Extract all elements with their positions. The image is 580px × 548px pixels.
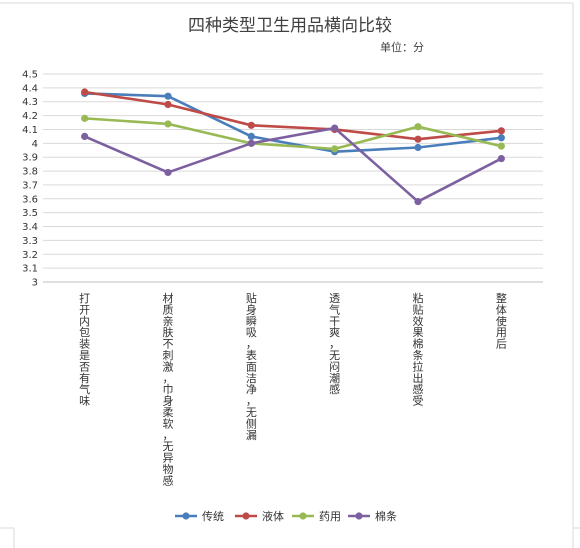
- x-category-label: 贴身瞬吸，表面洁净，无侧漏: [246, 291, 257, 442]
- x-category-text: 透气干爽，无闷潮感: [329, 292, 340, 396]
- legend: 传统 液体 药用 棉条: [175, 509, 397, 523]
- data-point: [497, 142, 505, 150]
- data-point: [497, 134, 505, 142]
- y-tick-label: 3.4: [22, 222, 38, 233]
- x-category-label: 打开内包装是否有气味: [79, 291, 90, 408]
- legend-label: 传统: [202, 510, 224, 523]
- chart-unit-label: 单位：分: [380, 40, 424, 54]
- y-tick-label: 3: [32, 278, 38, 289]
- chart-title: 四种类型卫生用品横向比较: [188, 16, 392, 36]
- data-point: [164, 100, 172, 109]
- legend-marker: [242, 512, 250, 520]
- data-point: [164, 168, 172, 177]
- series-line-4: [83, 126, 503, 203]
- series-line-3: [83, 117, 503, 151]
- x-category-label: 粘贴效果棉条拉出感受: [413, 291, 424, 408]
- data-point: [164, 92, 172, 100]
- data-point: [497, 127, 505, 135]
- data-point: [331, 145, 339, 153]
- y-tick-label: 4.1: [22, 125, 38, 136]
- y-tick-label: 4: [32, 139, 38, 150]
- data-point: [164, 120, 172, 128]
- series-lines: [81, 88, 505, 206]
- data-point: [247, 139, 255, 147]
- y-tick-label: 3.2: [22, 250, 38, 261]
- data-point: [497, 154, 505, 163]
- legend-marker: [182, 512, 190, 520]
- y-tick-label: 4.4: [22, 83, 38, 94]
- grid-lines: [43, 73, 543, 283]
- series-line-2: [83, 90, 503, 141]
- x-category-label: 透气干爽，无闷潮感: [329, 292, 340, 396]
- legend-label: 药用: [319, 510, 341, 523]
- y-tick-label: 3.1: [22, 264, 38, 275]
- y-tick-label: 4.2: [22, 111, 38, 122]
- data-point: [81, 132, 89, 140]
- x-category-label: 整体使用后: [496, 291, 507, 351]
- y-tick-label: 4.5: [22, 70, 38, 81]
- y-tick-label: 3.8: [22, 167, 38, 178]
- x-axis-categories: 打开内包装是否有气味 材质亲肤不刺激，巾身柔软，无异物感 贴身瞬吸，表面洁净，无侧漏…: [79, 291, 507, 487]
- x-category-text: 打开内包装是否有气味: [79, 291, 90, 408]
- y-tick-label: 3.5: [22, 208, 38, 219]
- data-point: [247, 132, 255, 140]
- data-point: [81, 88, 89, 96]
- x-category-text: 贴身瞬吸，表面洁净，无侧漏: [246, 291, 257, 442]
- data-point: [247, 121, 255, 129]
- x-category-label: 材质亲肤不刺激，巾身柔软，无异物感: [163, 291, 174, 487]
- data-point: [414, 143, 422, 152]
- data-point: [331, 124, 339, 132]
- y-tick-label: 3.6: [22, 194, 38, 205]
- legend-marker: [355, 512, 363, 520]
- y-tick-label: 4.3: [22, 97, 38, 108]
- data-point: [81, 114, 89, 122]
- x-category-text: 整体使用后: [496, 291, 507, 351]
- y-tick-label: 3.3: [22, 236, 38, 247]
- data-point: [414, 123, 422, 131]
- data-point: [414, 197, 422, 206]
- data-point: [414, 135, 422, 143]
- x-category-text: 材质亲肤不刺激，巾身柔软，无异物感: [163, 291, 174, 487]
- series-line-1: [83, 92, 503, 153]
- legend-marker: [299, 512, 307, 520]
- legend-label: 棉条: [375, 509, 397, 523]
- legend-label: 液体: [262, 509, 284, 523]
- y-tick-label: 3.7: [22, 180, 38, 191]
- x-category-text: 粘贴效果棉条拉出感受: [413, 291, 424, 408]
- y-axis-ticks: 4.5 4.4 4.3 4.2 4.1 4 3.9 3.8 3.7 3.6 3.5 3.4 3.3 3.2…: [22, 70, 38, 289]
- y-tick-label: 3.9: [22, 153, 38, 164]
